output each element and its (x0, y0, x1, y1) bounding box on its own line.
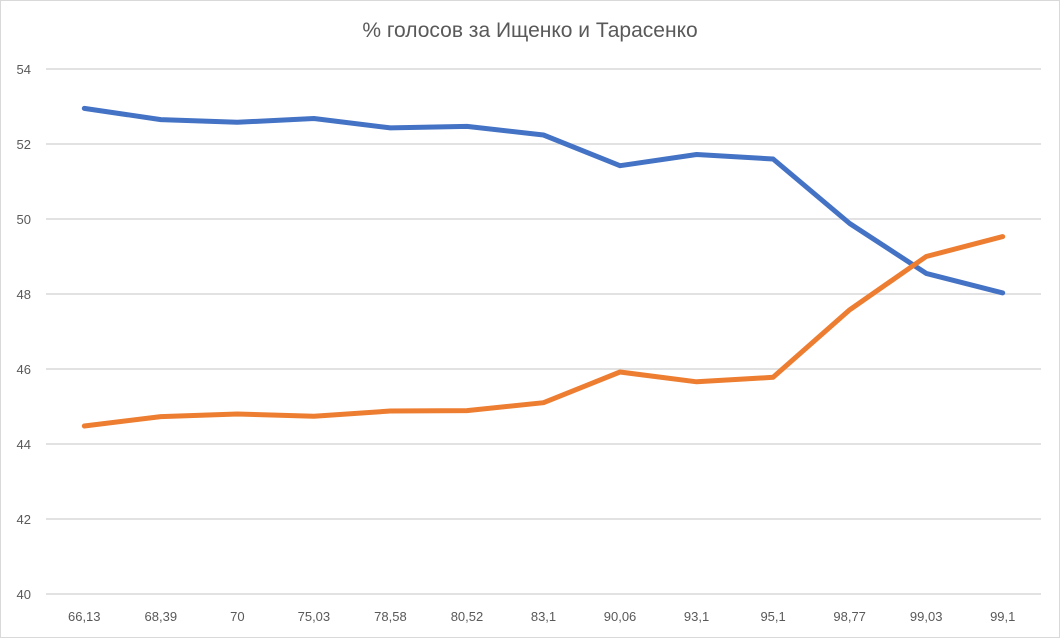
x-tick-label: 70 (230, 609, 244, 624)
series-lines (81, 105, 1006, 429)
y-tick-label: 46 (17, 362, 31, 377)
x-tick-label: 68,39 (145, 609, 178, 624)
x-axis-ticks: 66,13 68,39 70 75,03 78,58 80,52 83,1 90,06 93,1… (68, 609, 1015, 624)
y-tick-label: 42 (17, 512, 31, 527)
x-tick-label: 80,52 (451, 609, 484, 624)
chart-title: % голосов за Ищенко и Тарасенко (362, 19, 698, 42)
gridlines (46, 68, 1041, 595)
y-axis-ticks: 40 42 44 46 48 50 52 54 (17, 62, 31, 602)
series-line-1 (81, 105, 1006, 296)
x-tick-label: 78,58 (374, 609, 407, 624)
y-tick-label: 44 (17, 437, 31, 452)
y-tick-label: 50 (17, 212, 31, 227)
y-tick-label: 48 (17, 287, 31, 302)
x-tick-label: 99,1 (990, 609, 1015, 624)
x-tick-label: 75,03 (298, 609, 331, 624)
x-tick-label: 93,1 (684, 609, 709, 624)
x-tick-label: 66,13 (68, 609, 101, 624)
x-tick-label: 83,1 (531, 609, 556, 624)
y-tick-label: 54 (17, 62, 31, 77)
x-tick-label: 98,77 (833, 609, 866, 624)
x-tick-label: 95,1 (760, 609, 785, 624)
series-line-2 (81, 234, 1006, 429)
x-tick-label: 99,03 (910, 609, 943, 624)
x-tick-label: 90,06 (604, 609, 637, 624)
y-tick-label: 40 (17, 587, 31, 602)
y-tick-label: 52 (17, 137, 31, 152)
